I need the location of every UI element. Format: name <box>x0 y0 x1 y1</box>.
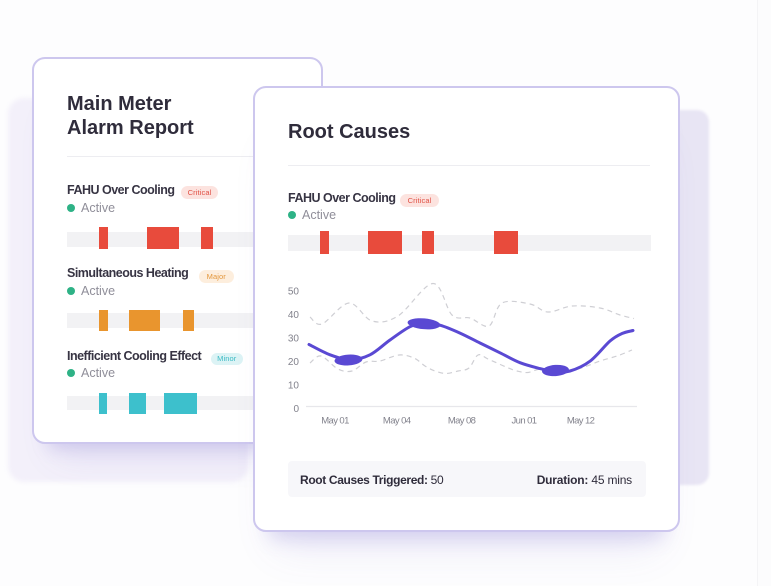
svg-text:May 01: May 01 <box>321 416 349 427</box>
svg-text:40: 40 <box>288 310 300 321</box>
svg-text:May 12: May 12 <box>567 416 595 427</box>
svg-text:0: 0 <box>293 404 299 415</box>
svg-text:30: 30 <box>288 334 300 345</box>
svg-text:May 08: May 08 <box>448 416 476 427</box>
svg-text:10: 10 <box>288 381 300 392</box>
svg-text:Jun 01: Jun 01 <box>512 416 537 427</box>
svg-text:May 04: May 04 <box>383 416 411 427</box>
svg-text:20: 20 <box>288 357 300 368</box>
svg-text:50: 50 <box>288 287 300 298</box>
